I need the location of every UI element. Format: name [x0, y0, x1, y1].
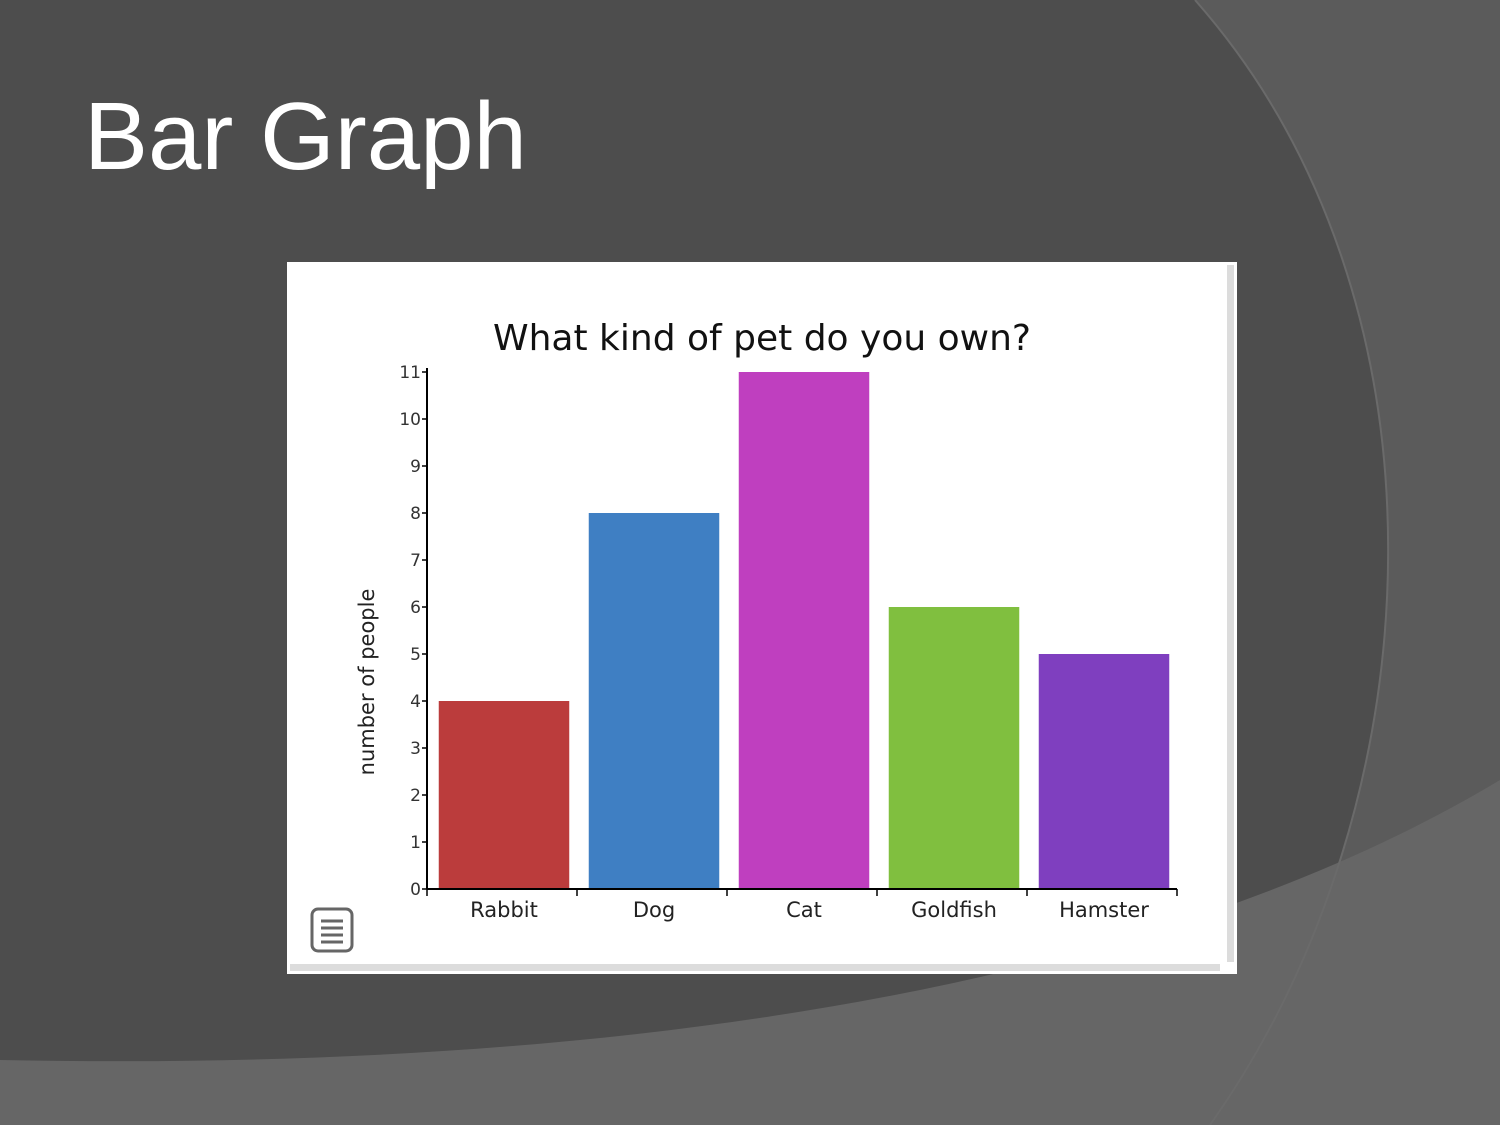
chart-title: What kind of pet do you own?: [493, 318, 1031, 359]
y-tick-label: 3: [410, 739, 421, 759]
x-tick-label: Hamster: [1059, 898, 1149, 922]
x-axis: Rabbit Dog Cat Goldfish Hamster: [426, 888, 1178, 922]
y-tick-label: 7: [410, 551, 421, 571]
y-tick-label: 0: [410, 880, 421, 900]
x-tick-label: Rabbit: [470, 898, 538, 922]
y-tick-label: 9: [410, 457, 421, 477]
y-axis: 0 1 2 3 4 5 6 7 8 9 10 11: [399, 363, 428, 900]
slide-title: Bar Graph: [84, 83, 527, 190]
y-tick-label: 11: [399, 363, 421, 383]
vertical-scrollbar[interactable]: [1227, 265, 1234, 962]
y-tick-label: 10: [399, 410, 421, 430]
x-tick-label: Dog: [633, 898, 675, 922]
horizontal-scrollbar[interactable]: [290, 964, 1220, 971]
y-axis-label: number of people: [355, 589, 379, 776]
bar-rabbit: [438, 701, 570, 889]
y-tick-label: 4: [410, 692, 421, 712]
y-tick-label: 6: [410, 598, 421, 618]
y-tick-label: 1: [410, 833, 421, 853]
x-tick-label: Cat: [786, 898, 822, 922]
chart-frame: What kind of pet do you own? number of p…: [287, 262, 1237, 974]
y-tick-label: 2: [410, 786, 421, 806]
x-tick-label: Goldfish: [911, 898, 997, 922]
bar-hamster: [1038, 654, 1170, 889]
background-arc-bottom: [0, 780, 1500, 1125]
bar-dog: [588, 513, 720, 889]
y-tick-label: 5: [410, 645, 421, 665]
background-arc-edge: [1194, 0, 1390, 1125]
bar-cat: [738, 372, 870, 889]
menu-icon[interactable]: [309, 906, 355, 954]
bars-group: [438, 372, 1170, 889]
bar-goldfish: [888, 607, 1020, 889]
bar-chart: What kind of pet do you own? number of p…: [355, 318, 1178, 922]
y-tick-label: 8: [410, 504, 421, 524]
